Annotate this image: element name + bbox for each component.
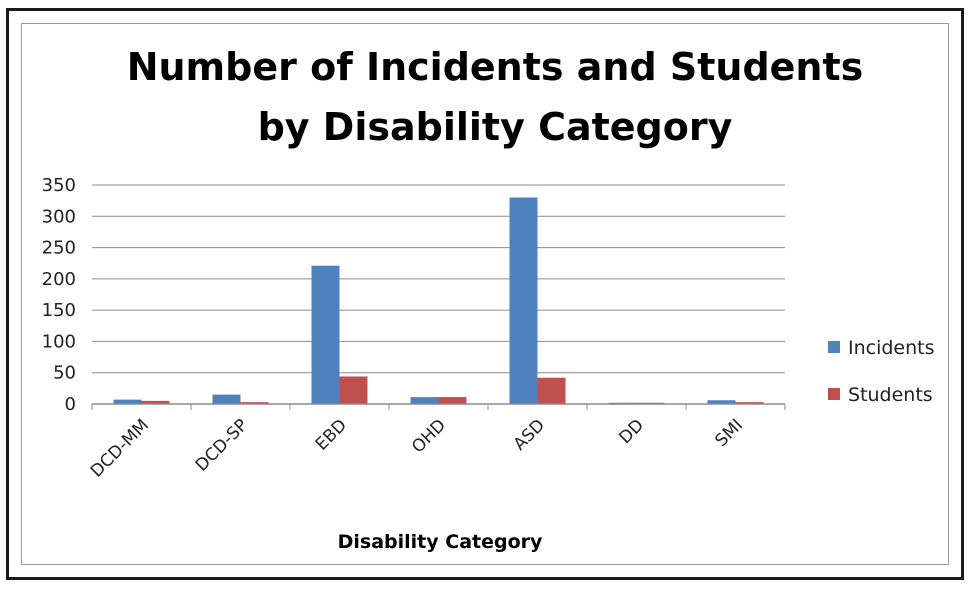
y-tick-label: 200 (42, 269, 76, 290)
bar-students-dcd-sp (240, 402, 269, 404)
bar-students-asd (537, 377, 566, 404)
legend-label-incidents: Incidents (848, 337, 935, 359)
bar-incidents-asd (509, 197, 538, 404)
x-axis-ticks: DCD-MM DCD-SP EBD OHD ASD DD SMI (87, 404, 786, 482)
bar-students-smi (735, 402, 764, 404)
chart-title-line1: Number of Incidents and Students (127, 45, 864, 89)
bar-incidents-dcd-sp (212, 394, 241, 404)
bar-students-ohd (438, 397, 467, 404)
bar-incidents-ohd (410, 397, 439, 404)
bar-students-dcd-mm (141, 400, 170, 404)
bar-incidents-ebd (311, 265, 340, 404)
x-tick-label: EBD (312, 415, 351, 454)
x-tick-label: DCD-MM (87, 415, 153, 481)
bar-incidents-dcd-mm (113, 399, 142, 404)
legend: Incidents Students (828, 337, 935, 406)
chart-title-line2: by Disability Category (258, 105, 733, 149)
x-tick-label: SMI (711, 415, 747, 451)
legend-swatch-incidents (828, 341, 840, 353)
y-tick-label: 0 (65, 394, 76, 415)
gridlines (92, 184, 785, 374)
x-tick-label: OHD (408, 415, 450, 457)
y-tick-label: 300 (42, 206, 76, 227)
x-tick-label: DCD-SP (192, 415, 252, 475)
legend-swatch-students (828, 388, 840, 400)
chart-area (21, 23, 949, 565)
y-tick-label: 100 (42, 331, 76, 352)
legend-label-students: Students (848, 384, 933, 406)
y-tick-label: 50 (53, 363, 76, 384)
y-axis-ticks: 0 50 100 150 200 250 300 350 (42, 175, 76, 415)
x-tick-label: DD (615, 415, 648, 448)
bar-incidents-smi (707, 400, 736, 404)
y-tick-label: 350 (42, 175, 76, 196)
x-tick-label: ASD (510, 415, 549, 454)
chart-frame (6, 8, 964, 580)
x-axis-label: Disability Category (338, 531, 543, 553)
bars (113, 197, 764, 404)
y-tick-label: 250 (42, 238, 76, 259)
y-tick-label: 150 (42, 300, 76, 321)
bar-students-ebd (339, 376, 368, 404)
